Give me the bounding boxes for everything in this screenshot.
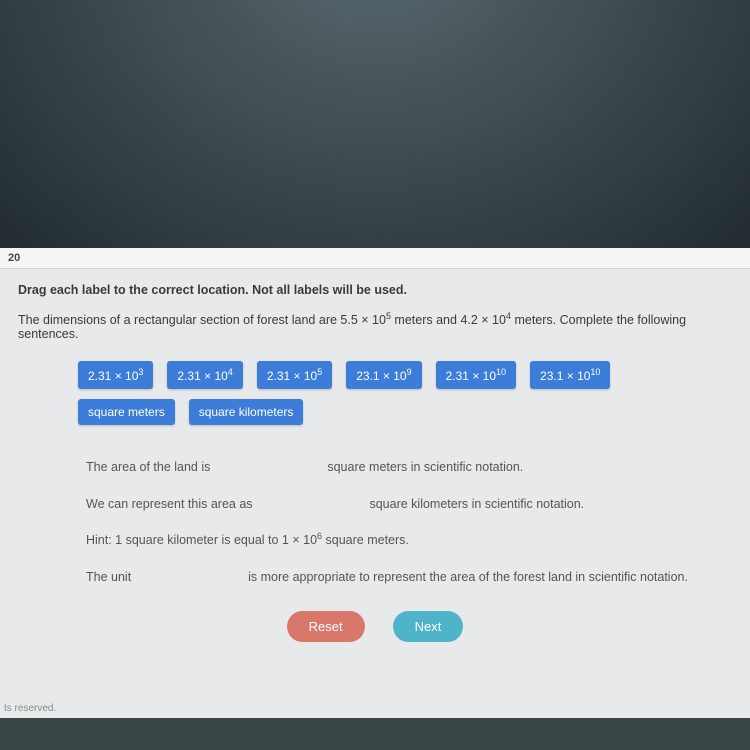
drop-zone[interactable] — [214, 459, 324, 477]
label-row-1: 2.31 × 103 2.31 × 104 2.31 × 105 23.1 × … — [78, 361, 732, 389]
sentence-3: The unit is more appropriate to represen… — [86, 561, 732, 594]
label-chip[interactable]: 2.31 × 104 — [167, 361, 242, 389]
problem-text: The dimensions of a rectangular section … — [18, 311, 732, 341]
reset-button[interactable]: Reset — [287, 611, 365, 642]
page-number-bar: 20 — [0, 248, 750, 269]
sentence-1: The area of the land is square meters in… — [86, 451, 732, 484]
hint-text: Hint: 1 square kilometer is equal to 1 ×… — [86, 524, 732, 557]
next-button[interactable]: Next — [393, 611, 464, 642]
drop-zone[interactable] — [256, 495, 366, 513]
question-content: Drag each label to the correct location.… — [0, 269, 750, 652]
sentence-2: We can represent this area as square kil… — [86, 488, 732, 521]
label-chip[interactable]: 2.31 × 103 — [78, 361, 153, 389]
drop-zone[interactable] — [135, 568, 245, 586]
draggable-labels-area: 2.31 × 103 2.31 × 104 2.31 × 105 23.1 × … — [78, 361, 732, 425]
label-chip[interactable]: square kilometers — [189, 399, 304, 425]
label-chip[interactable]: 2.31 × 105 — [257, 361, 332, 389]
screen-content: 20 Drag each label to the correct locati… — [0, 248, 750, 718]
label-chip[interactable]: 23.1 × 109 — [346, 361, 421, 389]
label-chip[interactable]: square meters — [78, 399, 175, 425]
page-number: 20 — [8, 252, 20, 264]
label-row-2: square meters square kilometers — [78, 399, 732, 425]
photo-glare — [0, 0, 750, 260]
footer-text: ts reserved. — [4, 703, 56, 714]
button-row: Reset Next — [18, 611, 732, 642]
fill-in-sentences: The area of the land is square meters in… — [86, 451, 732, 593]
label-chip[interactable]: 2.31 × 1010 — [436, 361, 516, 389]
instruction-text: Drag each label to the correct location.… — [18, 283, 732, 297]
label-chip[interactable]: 23.1 × 1010 — [530, 361, 610, 389]
